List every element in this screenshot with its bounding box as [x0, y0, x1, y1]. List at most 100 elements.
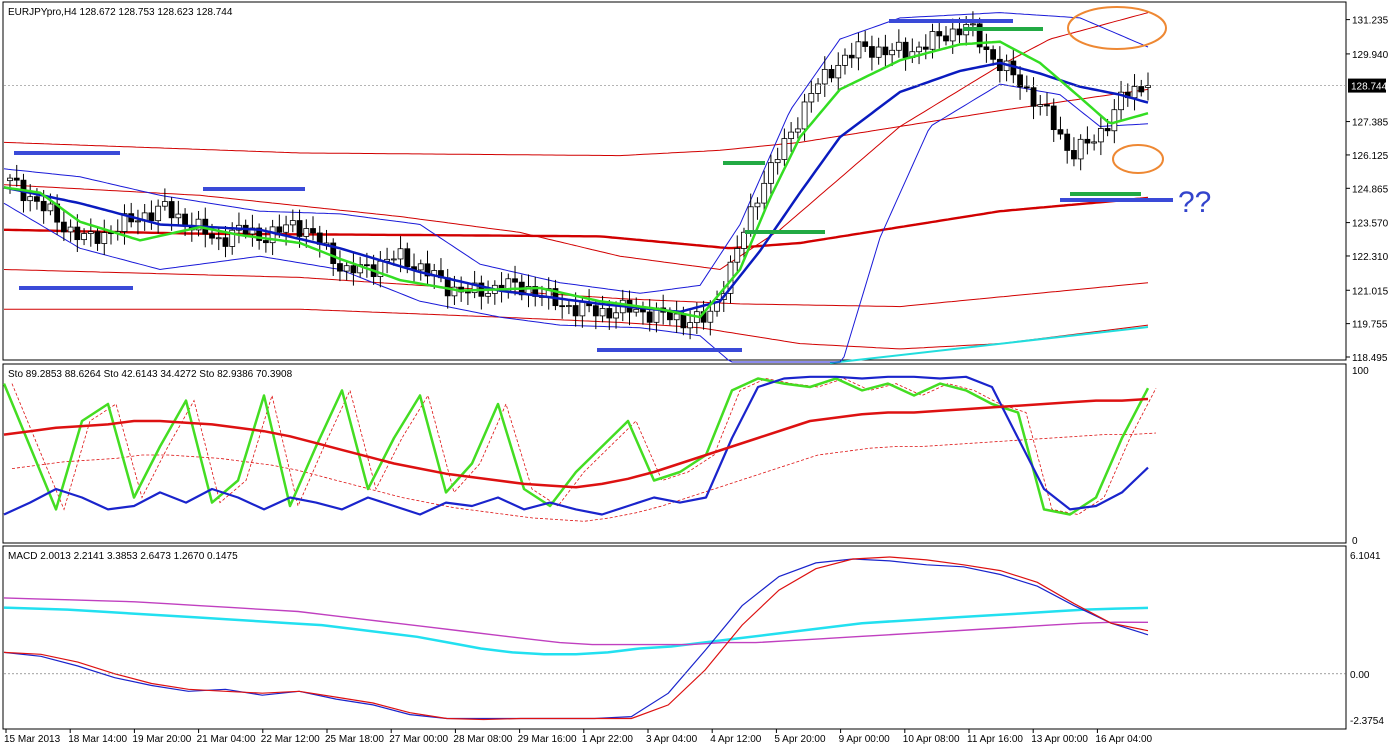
question-annotation: ??	[1178, 186, 1211, 219]
stochastic-panel-frame	[2, 363, 1347, 544]
price-tick-label: 119.755	[1352, 320, 1388, 331]
candle-body	[283, 224, 289, 233]
candle-body	[761, 182, 768, 204]
candle-body	[592, 305, 599, 317]
candle-body	[1064, 133, 1071, 151]
price-tick-label: 121.015	[1352, 286, 1388, 297]
envelope-middle	[4, 196, 1149, 250]
stochastic-slow-line	[3, 375, 1149, 516]
time-label: 27 Mar 00:00	[389, 734, 448, 745]
candle-body	[121, 213, 128, 232]
time-label: 4 Apr 12:00	[710, 734, 762, 745]
candle-body	[902, 41, 909, 58]
candle-body	[94, 231, 101, 244]
candle-body	[337, 263, 343, 272]
candle-body	[1030, 87, 1037, 107]
candle-body	[774, 159, 781, 164]
macd-main-red	[3, 556, 1149, 721]
stochastic-fast-line	[2, 377, 1150, 516]
time-label: 9 Apr 00:00	[839, 734, 891, 745]
candle-body	[869, 46, 875, 58]
candle-body	[976, 23, 983, 48]
candle-body	[875, 46, 882, 58]
candle-body	[768, 162, 774, 184]
candle-body	[922, 46, 929, 50]
candle-body	[835, 64, 842, 79]
time-label: 29 Mar 16:00	[518, 734, 577, 745]
candle-body	[1037, 104, 1044, 107]
candle-body	[565, 305, 572, 307]
candle-body	[289, 220, 296, 226]
candle-body	[13, 177, 20, 181]
candle-body	[397, 248, 404, 260]
envelope-upper	[3, 88, 1149, 157]
candle-body	[276, 226, 283, 233]
candle-body	[40, 200, 47, 212]
time-label: 16 Apr 04:00	[1095, 734, 1152, 745]
candle-body	[842, 54, 848, 66]
candle-body	[949, 28, 956, 42]
highlight-circle-bottom	[1112, 144, 1164, 174]
macd-panel	[3, 556, 1149, 721]
current-price-box	[1348, 78, 1386, 93]
candle-body	[801, 101, 808, 130]
candle-body	[754, 202, 761, 208]
candle-body	[1077, 138, 1084, 160]
candle-body	[390, 258, 397, 261]
candle-body	[1044, 104, 1050, 107]
candle-body	[424, 263, 431, 277]
highlight-circle-top	[1067, 6, 1167, 50]
time-label: 3 Apr 04:00	[646, 734, 698, 745]
candle-body	[155, 205, 162, 222]
price-tick-label: 127.385	[1352, 118, 1388, 129]
time-label: 1 Apr 22:00	[582, 734, 634, 745]
stochastic-tick-label: 100	[1352, 366, 1369, 377]
time-label: 28 Mar 08:00	[453, 734, 512, 745]
price-panel	[3, 6, 1173, 364]
candle-body	[310, 228, 316, 234]
candle-body	[970, 23, 976, 26]
candle-body	[209, 233, 215, 239]
candle-body	[855, 41, 862, 59]
candle-body	[559, 305, 566, 308]
candle-body	[1111, 109, 1118, 132]
candle-body	[1118, 91, 1124, 111]
candle-body	[1017, 74, 1023, 88]
envelope-outer-upper	[3, 12, 1149, 271]
candle-body	[828, 68, 835, 79]
candle-body	[794, 128, 801, 133]
candle-body	[269, 226, 276, 244]
candle-body	[956, 28, 963, 36]
candle-body	[943, 35, 949, 42]
candle-body	[1084, 138, 1091, 144]
stochastic-signal-dashed-2	[11, 432, 1157, 522]
candle-body	[788, 131, 795, 139]
candle-body	[330, 242, 337, 264]
price-tick-label: 118.495	[1352, 353, 1388, 364]
price-panel-frame	[2, 1, 1347, 361]
candle-body	[680, 313, 687, 329]
candle-body	[821, 68, 828, 85]
candle-body	[687, 322, 694, 329]
macd-tick-label: 6.1041	[1350, 551, 1381, 562]
candle-body	[667, 311, 673, 321]
candle-body	[161, 201, 168, 207]
candle-body	[464, 291, 471, 294]
candle-body	[262, 240, 269, 244]
stochastic-header: Sto 89.2853 88.6264 Sto 42.6143 34.4272 …	[8, 369, 293, 380]
time-label: 21 Mar 04:00	[197, 734, 256, 745]
candle-body	[1023, 86, 1030, 89]
candle-body	[983, 46, 990, 50]
candle-body	[1071, 150, 1077, 160]
time-label: 10 Apr 08:00	[903, 734, 960, 745]
candle-body	[1050, 105, 1057, 131]
price-tick-label: 124.865	[1352, 184, 1388, 195]
stochastic-signal-dashed	[11, 378, 1157, 515]
candle-body	[747, 206, 754, 233]
macd-tick-label: 0.00	[1350, 670, 1370, 681]
candle-body	[996, 58, 1003, 72]
candle-body	[74, 226, 81, 241]
price-tick-label: 129.940	[1352, 50, 1388, 61]
